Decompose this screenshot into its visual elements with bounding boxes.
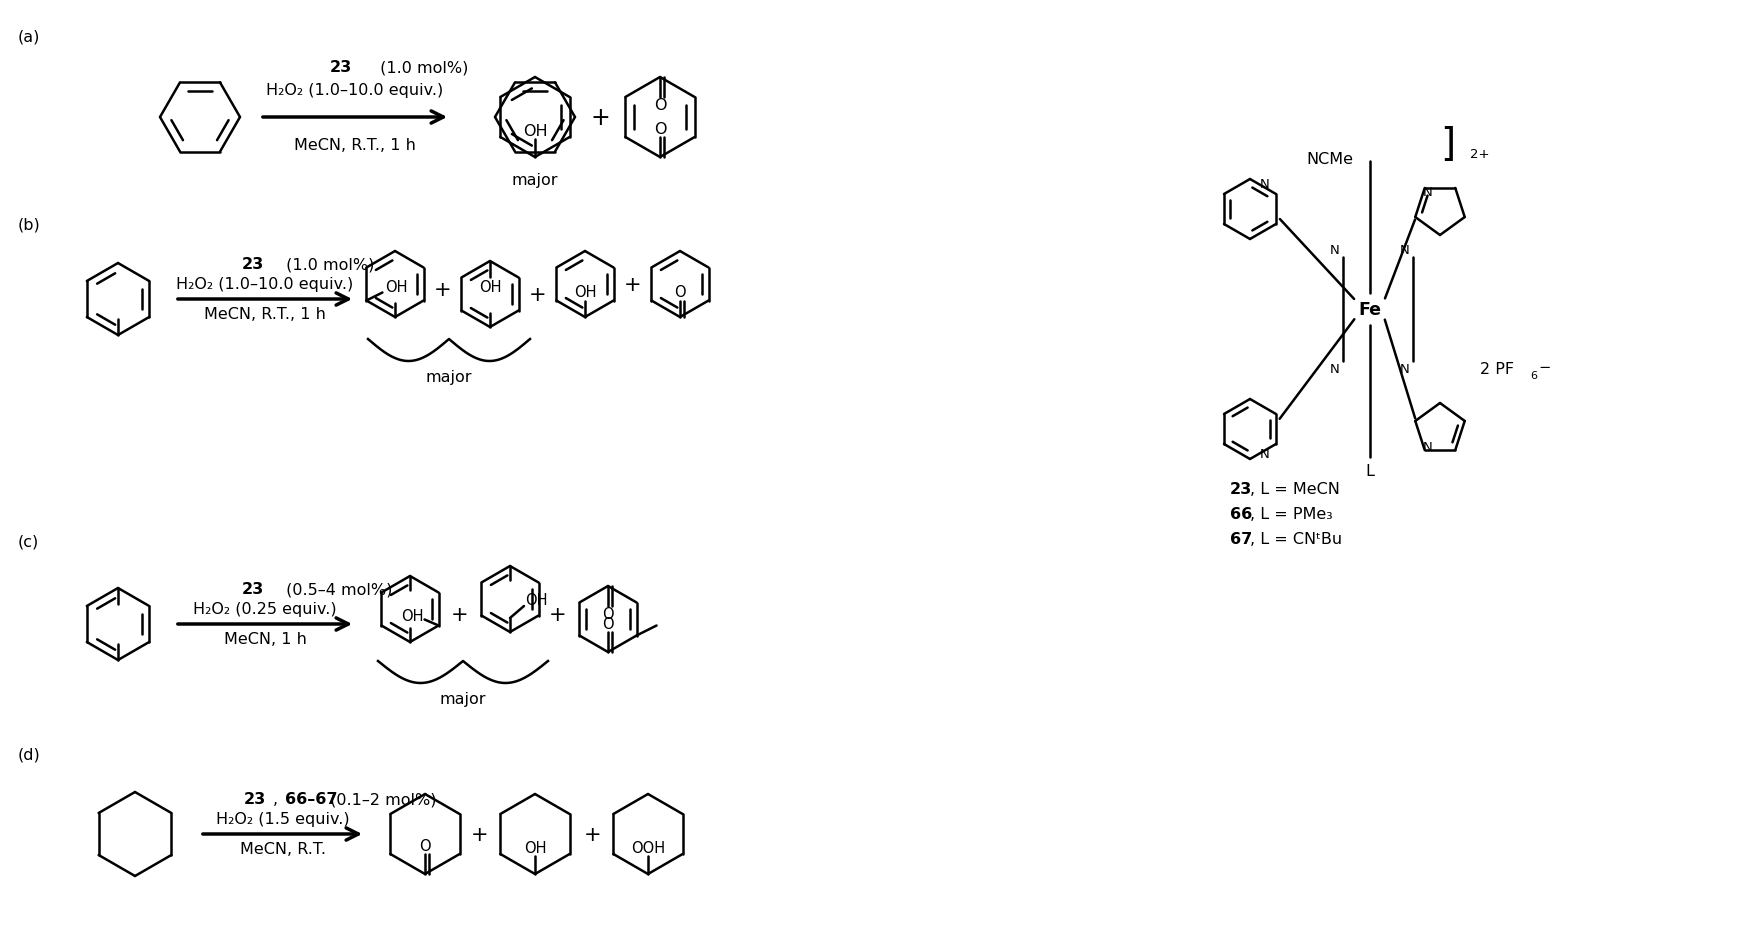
Text: 2+: 2+ bbox=[1470, 148, 1490, 161]
Text: O: O bbox=[419, 839, 431, 854]
Text: +: + bbox=[591, 106, 610, 130]
Text: major: major bbox=[512, 172, 558, 187]
Text: N: N bbox=[1423, 185, 1433, 198]
Text: O: O bbox=[653, 98, 667, 113]
Text: N: N bbox=[1331, 363, 1339, 376]
Text: major: major bbox=[426, 370, 472, 385]
Text: N: N bbox=[1259, 448, 1270, 461]
Text: (b): (b) bbox=[17, 218, 40, 233]
Text: 23: 23 bbox=[1230, 482, 1252, 497]
Text: MeCN, R.T.: MeCN, R.T. bbox=[240, 842, 327, 857]
Text: (1.0 mol%): (1.0 mol%) bbox=[281, 257, 375, 273]
Text: OH: OH bbox=[386, 280, 408, 295]
Text: −: − bbox=[1537, 360, 1549, 375]
Text: +: + bbox=[624, 274, 641, 295]
Text: OH: OH bbox=[401, 608, 424, 623]
Text: H₂O₂ (1.0–10.0 equiv.): H₂O₂ (1.0–10.0 equiv.) bbox=[266, 83, 443, 98]
Text: O: O bbox=[603, 616, 613, 632]
Text: , L = CNᵗBu: , L = CNᵗBu bbox=[1251, 532, 1343, 547]
Text: (d): (d) bbox=[17, 747, 40, 762]
Text: OH: OH bbox=[525, 841, 545, 856]
Text: 23: 23 bbox=[241, 582, 264, 597]
Text: H₂O₂ (1.0–10.0 equiv.): H₂O₂ (1.0–10.0 equiv.) bbox=[177, 277, 354, 292]
Text: +: + bbox=[471, 824, 488, 844]
Text: H₂O₂ (1.5 equiv.): H₂O₂ (1.5 equiv.) bbox=[215, 812, 349, 827]
Text: +: + bbox=[584, 824, 601, 844]
Text: OH: OH bbox=[523, 124, 547, 139]
Text: ]: ] bbox=[1440, 126, 1456, 164]
Text: +: + bbox=[434, 280, 452, 299]
Text: 66: 66 bbox=[1230, 507, 1252, 522]
Text: NCMe: NCMe bbox=[1306, 152, 1353, 167]
Text: OOH: OOH bbox=[631, 841, 665, 856]
Text: N: N bbox=[1259, 178, 1270, 191]
Text: 23: 23 bbox=[243, 792, 266, 806]
Text: 6: 6 bbox=[1530, 371, 1537, 381]
Text: OH: OH bbox=[525, 593, 547, 608]
Text: MeCN, R.T., 1 h: MeCN, R.T., 1 h bbox=[203, 307, 327, 323]
Text: N: N bbox=[1331, 243, 1339, 256]
Text: , L = MeCN: , L = MeCN bbox=[1251, 482, 1339, 497]
Text: (0.1–2 mol%): (0.1–2 mol%) bbox=[325, 792, 436, 806]
Text: O: O bbox=[603, 607, 613, 622]
Text: OH: OH bbox=[479, 280, 502, 295]
Text: H₂O₂ (0.25 equiv.): H₂O₂ (0.25 equiv.) bbox=[193, 602, 337, 616]
Text: (c): (c) bbox=[17, 535, 40, 550]
Text: major: major bbox=[439, 692, 486, 706]
Text: N: N bbox=[1423, 441, 1433, 454]
Text: L: L bbox=[1365, 464, 1374, 479]
Text: +: + bbox=[452, 604, 469, 624]
Text: (1.0 mol%): (1.0 mol%) bbox=[375, 60, 469, 75]
Text: (a): (a) bbox=[17, 30, 40, 44]
Text: (0.5–4 mol%): (0.5–4 mol%) bbox=[281, 582, 393, 597]
Text: 23: 23 bbox=[330, 60, 353, 75]
Text: N: N bbox=[1400, 363, 1410, 376]
Text: 66–67: 66–67 bbox=[285, 792, 337, 806]
Text: N: N bbox=[1400, 243, 1410, 256]
Text: MeCN, 1 h: MeCN, 1 h bbox=[224, 632, 306, 647]
Text: MeCN, R.T., 1 h: MeCN, R.T., 1 h bbox=[294, 137, 415, 152]
Text: O: O bbox=[653, 122, 667, 137]
Text: +: + bbox=[530, 285, 547, 305]
Text: , L = PMe₃: , L = PMe₃ bbox=[1251, 507, 1332, 522]
Text: 67: 67 bbox=[1230, 532, 1252, 547]
Text: ,: , bbox=[273, 792, 283, 806]
Text: +: + bbox=[549, 604, 566, 624]
Text: 2 PF: 2 PF bbox=[1480, 362, 1515, 377]
Text: O: O bbox=[674, 286, 686, 300]
Text: 23: 23 bbox=[241, 257, 264, 273]
Text: OH: OH bbox=[573, 286, 596, 300]
Text: Fe: Fe bbox=[1358, 300, 1381, 319]
